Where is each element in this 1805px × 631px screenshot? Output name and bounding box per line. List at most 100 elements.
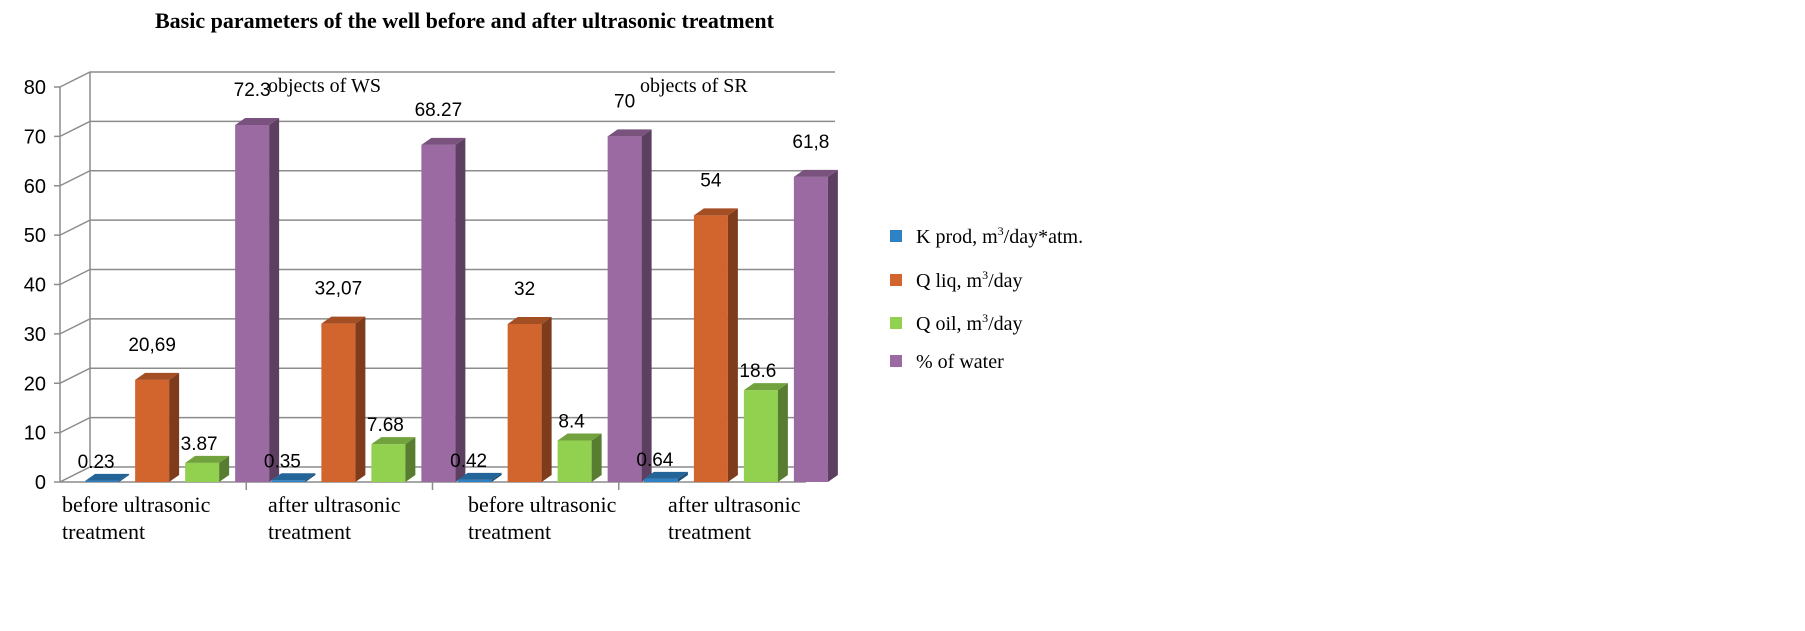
bar bbox=[743, 383, 788, 482]
y-tick-label: 30 bbox=[24, 324, 46, 346]
bar-side bbox=[219, 455, 230, 482]
bar-side bbox=[169, 372, 180, 482]
bar-top bbox=[743, 383, 788, 391]
bar-front bbox=[743, 390, 778, 482]
legend-swatch bbox=[890, 230, 902, 242]
bar bbox=[793, 169, 838, 483]
y-tick-label: 40 bbox=[24, 275, 46, 297]
x-category-label: treatment bbox=[62, 519, 145, 544]
data-label: 68.27 bbox=[415, 100, 463, 121]
bars bbox=[85, 118, 838, 483]
bar bbox=[693, 208, 738, 482]
data-label: 18.6 bbox=[739, 361, 776, 382]
bar-side bbox=[591, 433, 602, 482]
bar-side bbox=[119, 473, 130, 482]
bar-side bbox=[269, 118, 280, 483]
bar-front bbox=[793, 176, 828, 483]
legend-swatch bbox=[890, 317, 902, 329]
data-label: 0.23 bbox=[78, 452, 115, 473]
x-category-label: after ultrasonic bbox=[668, 492, 801, 517]
bar-top bbox=[185, 455, 230, 463]
bar-top bbox=[793, 169, 838, 177]
legend: K prod, m3/day*atm. Q liq, m3/day Q oil, m… bbox=[890, 224, 1083, 373]
data-label: 72.3 bbox=[234, 80, 271, 101]
bar-top bbox=[607, 129, 652, 137]
legend-swatch bbox=[890, 274, 902, 286]
y-tick-label: 20 bbox=[24, 373, 46, 395]
bar-top bbox=[421, 137, 466, 145]
bar-front bbox=[85, 480, 120, 482]
bar-side bbox=[641, 129, 652, 482]
data-label: 32,07 bbox=[315, 279, 363, 300]
data-label: 0.42 bbox=[450, 451, 487, 472]
gridline bbox=[59, 219, 835, 236]
bar bbox=[371, 437, 416, 482]
y-tick-label: 80 bbox=[24, 77, 46, 99]
gridline bbox=[59, 71, 835, 88]
y-tick-label: 0 bbox=[35, 472, 46, 494]
bar bbox=[607, 129, 652, 482]
bar-front bbox=[457, 479, 492, 482]
y-tick-label: 10 bbox=[24, 423, 46, 445]
gridline bbox=[59, 318, 835, 335]
x-category-label: after ultrasonic bbox=[268, 492, 401, 517]
bar-front bbox=[607, 136, 642, 482]
bar bbox=[185, 455, 230, 482]
data-label: 7.68 bbox=[367, 415, 404, 436]
annotation-ws: objects of WS bbox=[268, 75, 381, 97]
data-label: 0.35 bbox=[264, 451, 301, 472]
bar-front bbox=[135, 379, 170, 482]
annotation-sr: objects of SR bbox=[640, 75, 748, 97]
bar-top bbox=[135, 372, 180, 380]
data-label: 0.64 bbox=[636, 450, 673, 471]
bar-front bbox=[235, 125, 270, 483]
bar-top bbox=[507, 317, 552, 324]
data-label: 8.4 bbox=[558, 412, 585, 433]
legend-label: % of water bbox=[916, 351, 1004, 373]
bar-side bbox=[541, 317, 552, 482]
data-label: 32 bbox=[514, 279, 535, 300]
gridline bbox=[59, 367, 835, 384]
bar-top bbox=[271, 473, 316, 481]
bar-top bbox=[85, 473, 130, 481]
y-tick-label: 60 bbox=[24, 176, 46, 198]
bar-top bbox=[321, 316, 366, 324]
bar-top bbox=[235, 118, 280, 126]
gridline bbox=[59, 416, 835, 434]
bar-side bbox=[677, 471, 688, 482]
data-labels: 0.23 20,69 3.87 72.3 0.35 32,07 7.68 68.27 0.42 3… bbox=[78, 80, 830, 473]
bar-front bbox=[643, 478, 678, 482]
bar-side bbox=[777, 383, 788, 482]
bar-side bbox=[305, 473, 316, 482]
bar bbox=[271, 473, 316, 482]
data-label: 3.87 bbox=[181, 434, 218, 455]
bar-side bbox=[405, 437, 416, 482]
x-category-label: before ultrasonic bbox=[62, 492, 211, 517]
y-tick-label: 50 bbox=[24, 225, 46, 247]
legend-label: Q oil, m3/day bbox=[916, 311, 1023, 335]
data-label: 61,8 bbox=[792, 132, 829, 153]
y-tick-label: 70 bbox=[24, 126, 46, 148]
bar-top bbox=[643, 471, 688, 479]
bar bbox=[235, 118, 280, 483]
data-label: 54 bbox=[700, 170, 722, 191]
data-label: 20,69 bbox=[128, 335, 176, 356]
x-category-label: treatment bbox=[468, 519, 551, 544]
bar-top bbox=[693, 208, 738, 216]
legend-label: K prod, m3/day*atm. bbox=[916, 224, 1083, 248]
bar bbox=[557, 433, 602, 482]
gridline bbox=[59, 268, 835, 286]
bar bbox=[643, 471, 688, 482]
x-category-label: before ultrasonic bbox=[468, 492, 617, 517]
x-category-label: treatment bbox=[668, 519, 751, 544]
bar-side bbox=[355, 316, 366, 482]
bar-front bbox=[557, 440, 592, 482]
bar-front bbox=[371, 444, 406, 482]
y-axis: 0 10 20 30 40 50 60 70 80 bbox=[24, 77, 620, 494]
bar-front bbox=[185, 462, 220, 482]
data-label: 70 bbox=[614, 91, 635, 112]
gridline bbox=[59, 120, 835, 138]
bar-top bbox=[371, 437, 416, 445]
